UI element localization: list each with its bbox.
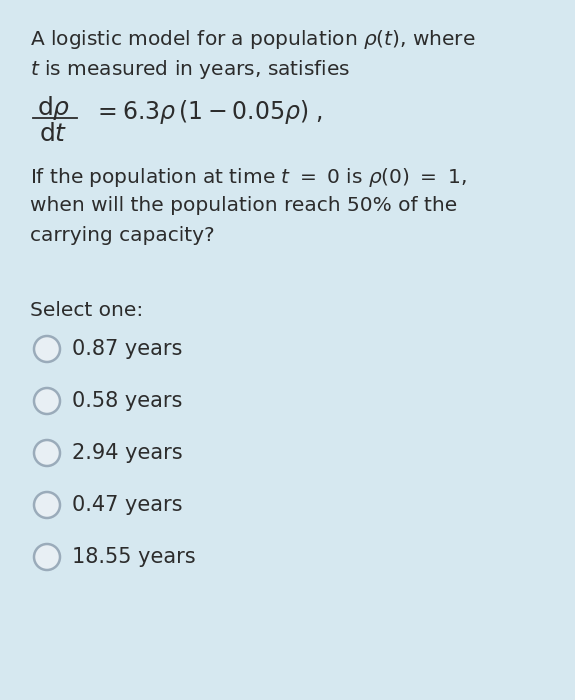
Text: $= 6.3\rho\,(1 - 0.05\rho)$ ,: $= 6.3\rho\,(1 - 0.05\rho)$ , <box>93 98 323 126</box>
Circle shape <box>34 492 60 518</box>
Text: 18.55 years: 18.55 years <box>72 547 196 567</box>
Text: 0.87 years: 0.87 years <box>72 339 182 359</box>
Text: when will the population reach 50% of the: when will the population reach 50% of th… <box>30 196 457 215</box>
Text: Select one:: Select one: <box>30 301 143 320</box>
Text: 0.47 years: 0.47 years <box>72 495 182 515</box>
Circle shape <box>34 336 60 362</box>
Text: carrying capacity?: carrying capacity? <box>30 226 214 245</box>
Text: d$t$: d$t$ <box>39 122 67 146</box>
Text: If the population at time $t\ =\ 0$ is $\rho(0)\ =\ 1$,: If the population at time $t\ =\ 0$ is $… <box>30 166 466 189</box>
Text: 2.94 years: 2.94 years <box>72 443 183 463</box>
Circle shape <box>34 440 60 466</box>
Text: d$\rho$: d$\rho$ <box>37 94 71 122</box>
Text: 0.58 years: 0.58 years <box>72 391 182 411</box>
Text: A logistic model for a population $\rho(t)$, where: A logistic model for a population $\rho(… <box>30 28 476 51</box>
Circle shape <box>34 388 60 414</box>
Circle shape <box>34 544 60 570</box>
Text: $t$ is measured in years, satisfies: $t$ is measured in years, satisfies <box>30 58 350 81</box>
